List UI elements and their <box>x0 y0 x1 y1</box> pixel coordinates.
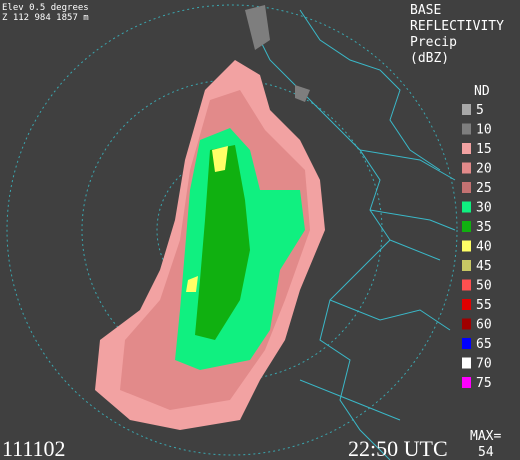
legend-swatch <box>462 221 471 232</box>
product: REFLECTIVITY <box>410 19 504 34</box>
legend-swatch <box>462 104 471 115</box>
legend-swatch <box>462 357 471 369</box>
max-value: 54 <box>478 445 494 460</box>
legend-label: 40 <box>476 240 492 255</box>
product: Precip <box>410 35 457 50</box>
legend-label: 35 <box>476 220 492 235</box>
legend-swatch <box>462 182 471 193</box>
legend-swatch <box>462 279 471 291</box>
legend-label: 60 <box>476 318 492 333</box>
legend-label: 15 <box>476 142 492 157</box>
legend-swatch <box>462 260 471 271</box>
legend-label: 55 <box>476 298 492 313</box>
legend-label: 20 <box>476 162 492 177</box>
legend-label: 70 <box>476 357 492 372</box>
legend-swatch <box>462 299 471 310</box>
legend-label: 10 <box>476 123 492 138</box>
legend-label: 30 <box>476 201 492 216</box>
location: Z 112 984 1857 m <box>2 13 89 23</box>
legend-swatch <box>462 377 471 388</box>
legend-label: 25 <box>476 181 492 196</box>
legend-swatch <box>462 318 471 330</box>
legend-label: 45 <box>476 259 492 274</box>
legend-label: 50 <box>476 279 492 294</box>
legend-swatch <box>462 338 471 349</box>
product: BASE <box>410 3 441 18</box>
legend-label: 65 <box>476 337 492 352</box>
elevation: Elev 0.5 degrees <box>2 3 89 13</box>
time: 22:50 UTC <box>348 436 448 460</box>
legend-no-data: ND <box>474 84 490 99</box>
legend-swatch <box>462 162 471 174</box>
legend-swatch <box>462 143 471 154</box>
date: 111102 <box>2 436 66 460</box>
legend-swatch <box>462 123 471 135</box>
precipitation <box>95 5 325 430</box>
legend-label: 75 <box>476 376 492 391</box>
legend: 5 10 15 20 25 30 35 40 45 50 55 60 65 70 75 <box>462 103 492 391</box>
max-label: MAX= <box>470 429 501 444</box>
legend-swatch <box>462 201 471 213</box>
coastlines <box>249 9 456 460</box>
legend-label: 5 <box>476 103 484 118</box>
product: (dBZ) <box>410 51 449 66</box>
legend-swatch <box>462 240 471 252</box>
